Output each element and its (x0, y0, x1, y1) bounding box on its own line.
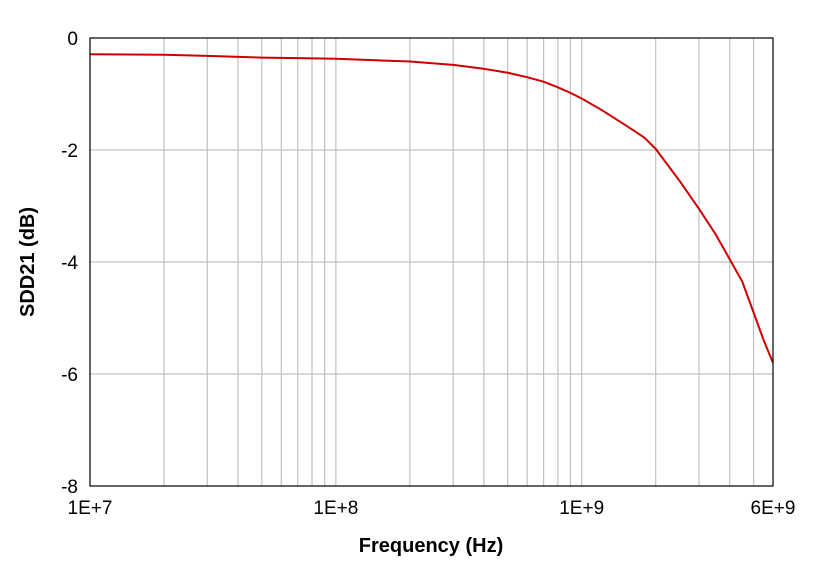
tick-labels: 0 -2 -4 -6 -81E+7 1E+8 1E+9 6E+9 (61, 29, 795, 519)
x-axis-title: Frequency (Hz) (359, 535, 503, 557)
series-line (89, 53, 774, 364)
grid-lines (90, 38, 773, 486)
y-tick-label: -2 (61, 141, 78, 162)
y-axis-title: SDD21 (dB) (17, 207, 39, 317)
x-tick-label: 1E+7 (68, 498, 113, 519)
series-layer (89, 53, 774, 364)
y-tick-label: 0 (67, 29, 78, 50)
y-tick-label: -8 (61, 477, 78, 498)
y-tick-label: -6 (61, 365, 78, 386)
plot-frame (89, 37, 774, 487)
x-tick-label: 6E+9 (751, 498, 796, 519)
x-tick-label: 1E+8 (313, 498, 358, 519)
y-tick-label: -4 (61, 253, 78, 274)
x-tick-label: 1E+9 (559, 498, 604, 519)
